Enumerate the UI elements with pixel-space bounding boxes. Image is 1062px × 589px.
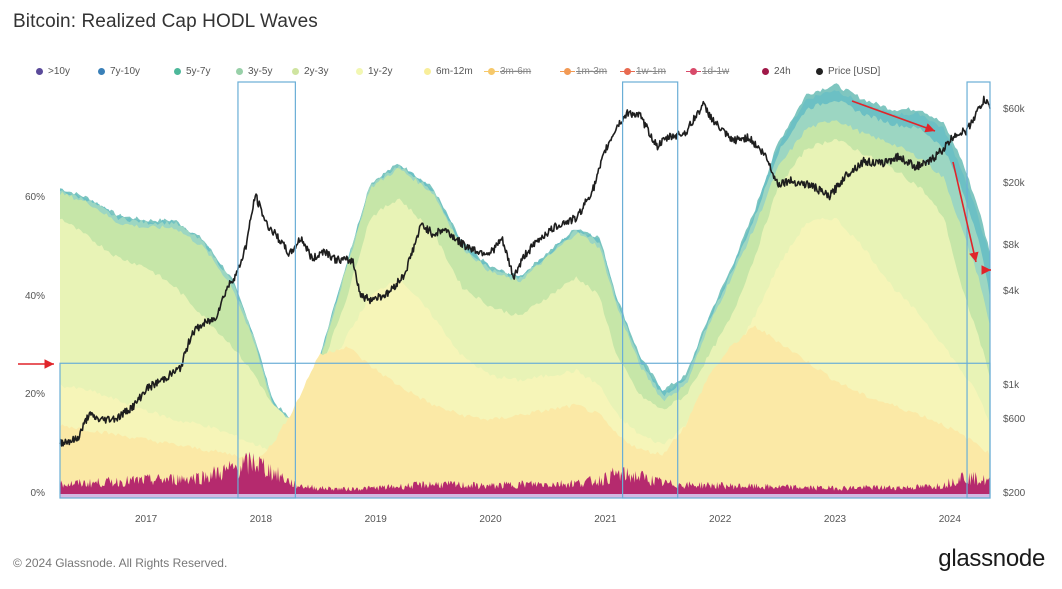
x-tick-label: 2017 bbox=[134, 514, 158, 525]
x-tick-label: 2022 bbox=[709, 514, 732, 525]
legend-marker-icon bbox=[424, 68, 431, 75]
y-right-tick-label: $1k bbox=[1003, 379, 1020, 391]
legend-marker-icon bbox=[484, 68, 499, 75]
legend-item-3m-6m[interactable]: 3m-6m bbox=[484, 66, 532, 77]
legend-item-2y-3y[interactable]: 2y-3y bbox=[292, 66, 328, 77]
legend-marker-icon bbox=[174, 68, 181, 75]
legend-label: 7y-10y bbox=[110, 66, 141, 77]
x-tick-label: 2020 bbox=[479, 514, 502, 525]
glassnode-logo: glassnode bbox=[938, 545, 1045, 572]
x-tick-label: 2024 bbox=[938, 514, 961, 525]
x-tick-label: 2019 bbox=[364, 514, 387, 525]
legend-item-3y-5y[interactable]: 3y-5y bbox=[236, 66, 272, 77]
legend-label: >10y bbox=[48, 66, 70, 77]
y-right-tick-label: $600 bbox=[1003, 414, 1026, 426]
legend-item-1d-1w[interactable]: 1d-1w bbox=[686, 66, 730, 77]
legend-marker-icon bbox=[98, 68, 105, 75]
legend-marker-icon bbox=[620, 68, 635, 75]
legend-marker-icon bbox=[560, 68, 575, 75]
reference-box bbox=[59, 362, 991, 499]
legend-marker-icon bbox=[292, 68, 299, 75]
x-tick-label: 2021 bbox=[594, 514, 617, 525]
legend-label: 24h bbox=[774, 66, 791, 77]
legend-label: 1m-3m bbox=[576, 66, 608, 77]
legend-label: 6m-12m bbox=[436, 66, 473, 77]
y-left-tick-label: 40% bbox=[24, 290, 45, 302]
price-line bbox=[59, 95, 991, 447]
chart-title: Bitcoin: Realized Cap HODL Waves bbox=[13, 11, 318, 32]
legend-item-6m-12m[interactable]: 6m-12m bbox=[424, 66, 473, 77]
legend-item-10y[interactable]: >10y bbox=[36, 66, 70, 77]
legend-item-1w-1m[interactable]: 1w-1m bbox=[620, 66, 667, 77]
legend-marker-icon bbox=[356, 68, 363, 75]
legend-marker-icon bbox=[236, 68, 243, 75]
legend-marker-icon bbox=[686, 68, 701, 75]
legend-marker-icon bbox=[762, 68, 769, 75]
y-right-tick-label: $200 bbox=[1003, 488, 1026, 499]
band-6m-12m bbox=[60, 325, 990, 494]
y-left-tick-label: 20% bbox=[24, 389, 45, 401]
legend-label: 3m-6m bbox=[500, 66, 532, 77]
legend-item-1y-2y[interactable]: 1y-2y bbox=[356, 66, 392, 77]
legend-item-1m-3m[interactable]: 1m-3m bbox=[560, 66, 608, 77]
y-right-tick-label: $60k bbox=[1003, 104, 1025, 115]
legend-item-price-usd[interactable]: Price [USD] bbox=[816, 66, 880, 77]
legend-marker-icon bbox=[816, 68, 823, 75]
legend-item-5y-7y[interactable]: 5y-7y bbox=[174, 66, 210, 77]
y-left-tick-label: 0% bbox=[30, 488, 45, 499]
copyright-text: © 2024 Glassnode. All Rights Reserved. bbox=[13, 556, 228, 570]
y-right-tick-label: $8k bbox=[1003, 239, 1020, 251]
band-baseline bbox=[60, 494, 990, 498]
x-tick-label: 2023 bbox=[823, 514, 847, 525]
legend-label: 2y-3y bbox=[304, 66, 329, 77]
y-right-tick-label: $20k bbox=[1003, 177, 1025, 189]
y-right-tick-label: $4k bbox=[1003, 286, 1020, 298]
legend-label: 1y-2y bbox=[368, 66, 393, 77]
legend-marker-icon bbox=[36, 68, 43, 75]
legend-label: 1w-1m bbox=[636, 66, 667, 77]
y-left-tick-label: 60% bbox=[24, 192, 45, 203]
legend-label: 1d-1w bbox=[702, 66, 730, 77]
legend-item-7y-10y[interactable]: 7y-10y bbox=[98, 66, 140, 77]
legend-label: Price [USD] bbox=[828, 66, 881, 77]
legend-item-24h[interactable]: 24h bbox=[762, 66, 791, 77]
decline-arrow-1 bbox=[851, 100, 936, 133]
legend-label: 3y-5y bbox=[248, 66, 273, 77]
decline-arrow-2 bbox=[952, 161, 979, 263]
x-tick-label: 2018 bbox=[249, 514, 273, 525]
legend-label: 5y-7y bbox=[186, 66, 211, 77]
band-24h bbox=[60, 451, 990, 494]
